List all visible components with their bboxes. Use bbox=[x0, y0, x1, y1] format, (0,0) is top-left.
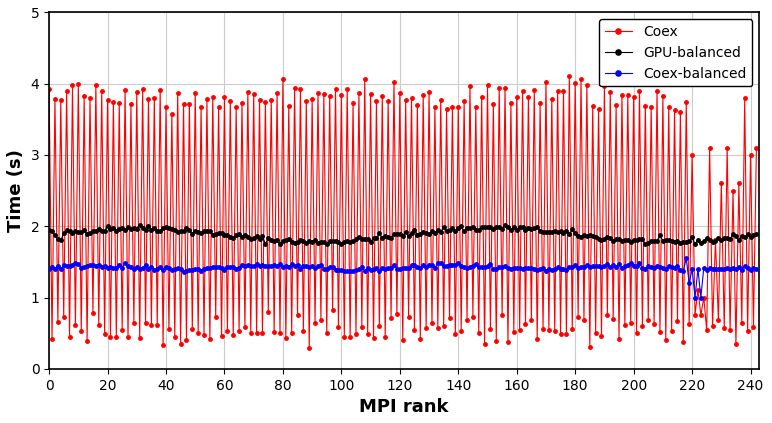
GPU-balanced bbox=[284, 236, 293, 241]
Coex-balanced bbox=[723, 265, 732, 270]
X-axis label: MPI rank: MPI rank bbox=[360, 398, 449, 416]
GPU-balanced bbox=[86, 231, 95, 236]
Line: GPU-balanced: GPU-balanced bbox=[47, 223, 758, 246]
Coex-balanced bbox=[45, 266, 54, 271]
GPU-balanced bbox=[387, 236, 396, 241]
Coex bbox=[387, 316, 396, 321]
Coex bbox=[305, 346, 314, 351]
GPU-balanced bbox=[442, 228, 451, 233]
Coex-balanced bbox=[363, 266, 372, 271]
Coex bbox=[45, 87, 54, 92]
Y-axis label: Time (s): Time (s) bbox=[7, 149, 25, 232]
GPU-balanced bbox=[723, 236, 732, 241]
Coex-balanced bbox=[86, 263, 95, 268]
Line: Coex-balanced: Coex-balanced bbox=[47, 257, 758, 299]
Line: Coex: Coex bbox=[47, 74, 758, 350]
GPU-balanced bbox=[45, 227, 54, 232]
Legend: Coex, GPU-balanced, Coex-balanced: Coex, GPU-balanced, Coex-balanced bbox=[599, 19, 753, 86]
Coex bbox=[564, 74, 574, 79]
Coex bbox=[723, 146, 732, 151]
Coex-balanced bbox=[682, 256, 691, 261]
Coex-balanced bbox=[281, 264, 290, 269]
GPU-balanced bbox=[690, 242, 699, 247]
GPU-balanced bbox=[752, 231, 761, 236]
Coex bbox=[752, 146, 761, 151]
GPU-balanced bbox=[366, 239, 375, 244]
Coex bbox=[366, 91, 375, 96]
Coex bbox=[86, 95, 95, 100]
Coex-balanced bbox=[690, 295, 699, 300]
Coex-balanced bbox=[439, 264, 449, 269]
Coex-balanced bbox=[384, 265, 393, 270]
GPU-balanced bbox=[135, 222, 144, 227]
Coex bbox=[442, 106, 451, 111]
Coex-balanced bbox=[752, 266, 761, 271]
Coex bbox=[281, 336, 290, 341]
